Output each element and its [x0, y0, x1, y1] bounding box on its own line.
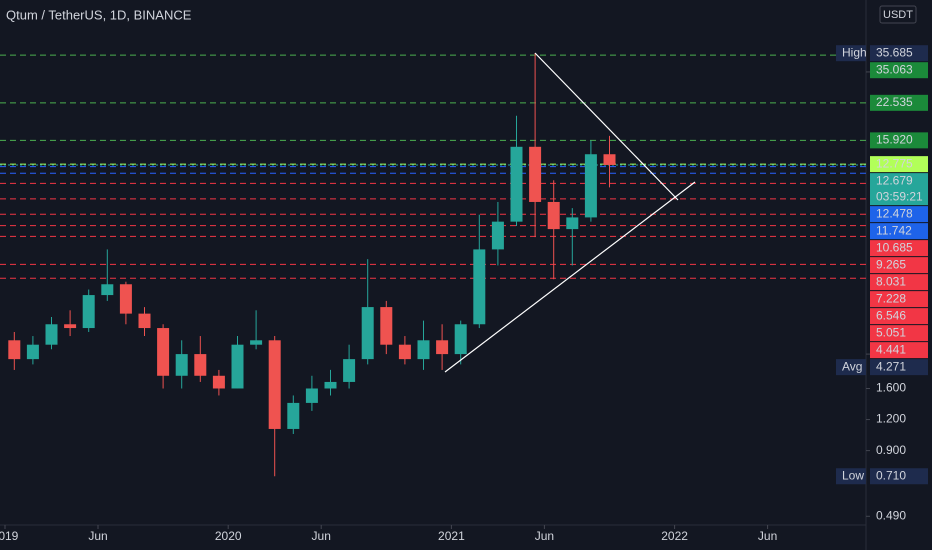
- candle-body: [566, 217, 579, 230]
- candle-body: [175, 354, 188, 376]
- marker-name-box: [836, 359, 866, 376]
- level-label-box: [870, 342, 928, 359]
- currency: USDT: [883, 9, 913, 21]
- level-label: 12.679: [876, 173, 913, 187]
- level-label: 7.228: [876, 291, 906, 305]
- marker-value-box: [870, 45, 928, 62]
- candle-body: [212, 375, 225, 389]
- y-tick-label: 0.900: [876, 443, 906, 457]
- candle-body: [231, 344, 244, 389]
- candle-body: [287, 402, 300, 429]
- marker-name: Avg: [842, 359, 862, 373]
- level-label-box: [870, 206, 928, 223]
- level-label-box: [870, 291, 928, 308]
- candle-body: [603, 154, 616, 165]
- marker-value: 35.685: [876, 45, 913, 59]
- level-label: 8.031: [876, 274, 906, 288]
- x-tick-label: Jun: [535, 529, 554, 543]
- candle-body: [305, 388, 318, 403]
- candle-body: [436, 340, 449, 355]
- level-label-box: [870, 240, 928, 257]
- level-label-box: [870, 257, 928, 274]
- x-tick-label: Jun: [88, 529, 107, 543]
- candle-body: [473, 249, 486, 325]
- candle-body: [529, 146, 542, 202]
- candle-body: [324, 381, 337, 389]
- candle-body: [343, 359, 356, 382]
- candle-body: [584, 154, 597, 218]
- y-tick-label: 1.600: [876, 381, 906, 395]
- candle-body: [361, 307, 374, 360]
- candle-body: [26, 344, 39, 360]
- x-tick-label: 2019: [0, 529, 19, 543]
- level-label: 9.265: [876, 257, 906, 271]
- candle-body: [380, 307, 393, 345]
- candles: [8, 53, 616, 477]
- marker-name-box: [836, 468, 866, 485]
- level-label-box: [870, 223, 928, 240]
- marker-name: High: [842, 45, 867, 59]
- level-label: 10.685: [876, 240, 913, 254]
- marker-value: 4.271: [876, 359, 906, 373]
- candle-body: [64, 324, 77, 329]
- marker-value: 0.710: [876, 468, 906, 482]
- candle-body: [157, 328, 170, 376]
- marker-value-box: [870, 359, 928, 376]
- level-label: 5.051: [876, 325, 906, 339]
- currency-box[interactable]: [879, 5, 917, 24]
- candle-body: [45, 324, 58, 345]
- marker-name-box: [836, 45, 866, 62]
- candle-body: [119, 284, 132, 314]
- candle-body: [547, 201, 560, 230]
- levels: [0, 54, 866, 279]
- candle-body: [268, 340, 281, 429]
- level-label: 4.441: [876, 342, 906, 356]
- level-label: 12.478: [876, 206, 913, 220]
- level-label-box: [870, 274, 928, 291]
- level-label-box: [870, 132, 928, 149]
- candle-body: [398, 344, 411, 360]
- candle-body: [82, 295, 95, 329]
- level-label: 11.742: [876, 223, 912, 237]
- chart-title: Qtum / TetherUS, 1D, BINANCE: [6, 7, 192, 22]
- level-label-box: [870, 308, 928, 325]
- level-label: 22.535: [876, 95, 913, 109]
- level-label: 12.775: [876, 156, 913, 170]
- candle-body: [510, 146, 523, 222]
- marker-name: Low: [842, 468, 864, 482]
- candle-body: [8, 340, 21, 360]
- price-axis: 30.0002.2001.6001.2000.9000.4902019Jun20…: [0, 45, 928, 543]
- candle-body: [250, 340, 263, 345]
- candle-body: [454, 324, 467, 355]
- trendline: [444, 181, 696, 373]
- countdown: 03:59:21: [876, 189, 923, 203]
- level-label: 15.920: [876, 133, 913, 147]
- candle-body: [417, 340, 430, 360]
- marker-value-box: [870, 468, 928, 485]
- level-label-box: [870, 94, 928, 111]
- level-label-box: [870, 62, 928, 79]
- level-label-box: [870, 173, 928, 206]
- x-tick-label: Jun: [758, 529, 777, 543]
- x-tick-label: 2021: [438, 529, 465, 543]
- level-label-box: [870, 156, 928, 173]
- y-tick-label: 1.200: [876, 412, 906, 426]
- y-tick-label: 0.490: [876, 508, 906, 522]
- candle-body: [491, 221, 504, 250]
- level-label-box: [870, 325, 928, 342]
- trendline: [534, 52, 679, 201]
- x-tick-label: 2020: [215, 529, 242, 543]
- candle-body: [101, 284, 114, 296]
- level-label: 35.063: [876, 62, 913, 76]
- level-label: 6.546: [876, 308, 906, 322]
- candle-body: [138, 313, 151, 329]
- candle-body: [194, 354, 207, 376]
- x-tick-label: 2022: [661, 529, 688, 543]
- x-tick-label: Jun: [312, 529, 331, 543]
